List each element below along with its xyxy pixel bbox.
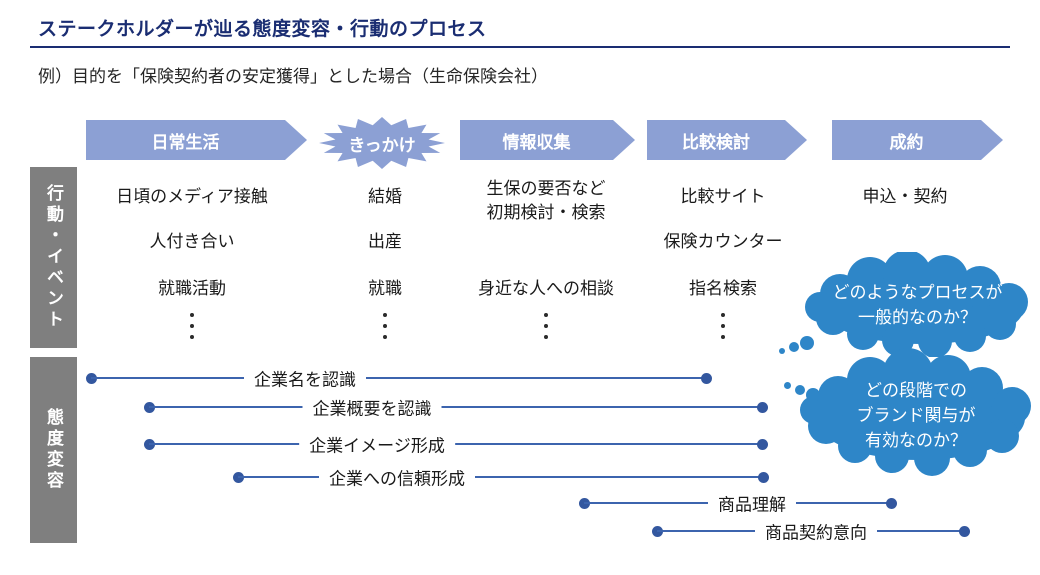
endpoint-dot-icon (886, 497, 897, 509)
stage-label: きっかけ (348, 135, 416, 155)
attitude-line-company-trust-formation: 企業への信頼形成 (233, 464, 769, 490)
list-item: 身近な人への相談 (478, 279, 614, 298)
bubble-trail-dot-icon (795, 385, 805, 395)
bubble-trail-dot-icon (800, 336, 814, 350)
vertical-ellipsis-icon (189, 313, 195, 339)
endpoint-dot-icon (757, 438, 768, 450)
endpoint-dot-icon (959, 525, 970, 537)
attitude-line-company-image-formation: 企業イメージ形成 (144, 431, 768, 457)
endpoint-dot-icon (757, 401, 768, 413)
vertical-ellipsis-icon (720, 313, 726, 339)
list-item: 指名検索 (689, 279, 757, 298)
thought-bubble-text: どの段階での ブランド関与が 有効なのか？ (856, 381, 976, 450)
attitude-line-company-name-recognition: 企業名を認識 (86, 365, 712, 391)
side-label-attitude-change: 態度変容 (30, 357, 77, 543)
title-underline (30, 46, 1010, 48)
endpoint-dot-icon (758, 471, 769, 483)
stage-label: 日常生活 (151, 132, 220, 152)
stage-arrow-comparison: 比較検討 (647, 120, 807, 160)
page-title: ステークホルダーが辿る態度変容・行動のプロセス (38, 19, 487, 40)
attitude-line-product-understanding: 商品理解 (579, 490, 897, 516)
list-item: 日頃のメディア接触 (116, 187, 268, 206)
attitude-line-label: 企業イメージ形成 (299, 431, 455, 457)
cloud-icon (805, 252, 1028, 357)
list-item: 就職活動 (158, 279, 226, 298)
attitude-line-product-contract-intent: 商品契約意向 (652, 518, 970, 544)
vertical-ellipsis-icon (543, 313, 549, 339)
bubble-trail-dot-icon (784, 382, 791, 389)
list-item: 保険カウンター (663, 232, 783, 251)
span-line (238, 476, 764, 478)
thought-bubble-brand-engagement: どの段階での ブランド関与が 有効なのか？ (790, 348, 1040, 483)
list-item: 就職 (368, 279, 402, 298)
attitude-line-label: 企業への信頼形成 (319, 464, 475, 490)
subtitle: 例）目的を「保険契約者の安定獲得」とした場合（生命保険会社） (38, 67, 548, 86)
stage-arrow-daily-life: 日常生活 (86, 120, 307, 160)
starburst-icon (319, 117, 445, 169)
list-item: 結婚 (368, 187, 402, 206)
vertical-ellipsis-icon (382, 313, 388, 339)
list-item: 出産 (368, 232, 402, 251)
attitude-line-label: 商品契約意向 (755, 518, 877, 544)
span-line (91, 377, 707, 379)
stage-arrow-info-gathering: 情報収集 (460, 120, 635, 160)
span-line (149, 406, 763, 408)
bubble-trail-dot-icon (806, 388, 820, 402)
attitude-line-company-overview-recognition: 企業概要を認識 (144, 394, 768, 420)
list-item: 人付き合い (149, 232, 235, 251)
thought-bubble-text: どのようなプロセスが 一般的なのか？ (832, 282, 1003, 327)
bubble-trail-dot-icon (789, 342, 799, 352)
attitude-line-label: 企業名を認識 (244, 365, 366, 391)
span-line (149, 443, 763, 445)
attitude-line-label: 企業概要を認識 (302, 394, 442, 420)
stage-starburst-trigger: きっかけ (318, 116, 446, 170)
list-item: 生保の要否など 初期検討・検索 (486, 179, 606, 222)
bubble-trail-dot-icon (779, 348, 785, 354)
attitude-line-label: 商品理解 (708, 490, 796, 516)
stage-label: 情報収集 (502, 132, 571, 152)
cloud-icon (800, 348, 1031, 476)
stage-label: 成約 (889, 132, 924, 152)
stage-label: 比較検討 (682, 132, 750, 152)
list-item: 比較サイト (680, 187, 766, 206)
side-label-behavior-events: 行動・イベント (30, 167, 77, 348)
stage-arrow-contract: 成約 (832, 120, 1003, 160)
thought-bubble-process: どのようなプロセスが 一般的なのか？ (795, 252, 1040, 357)
endpoint-dot-icon (701, 372, 712, 384)
list-item: 申込・契約 (862, 187, 948, 206)
